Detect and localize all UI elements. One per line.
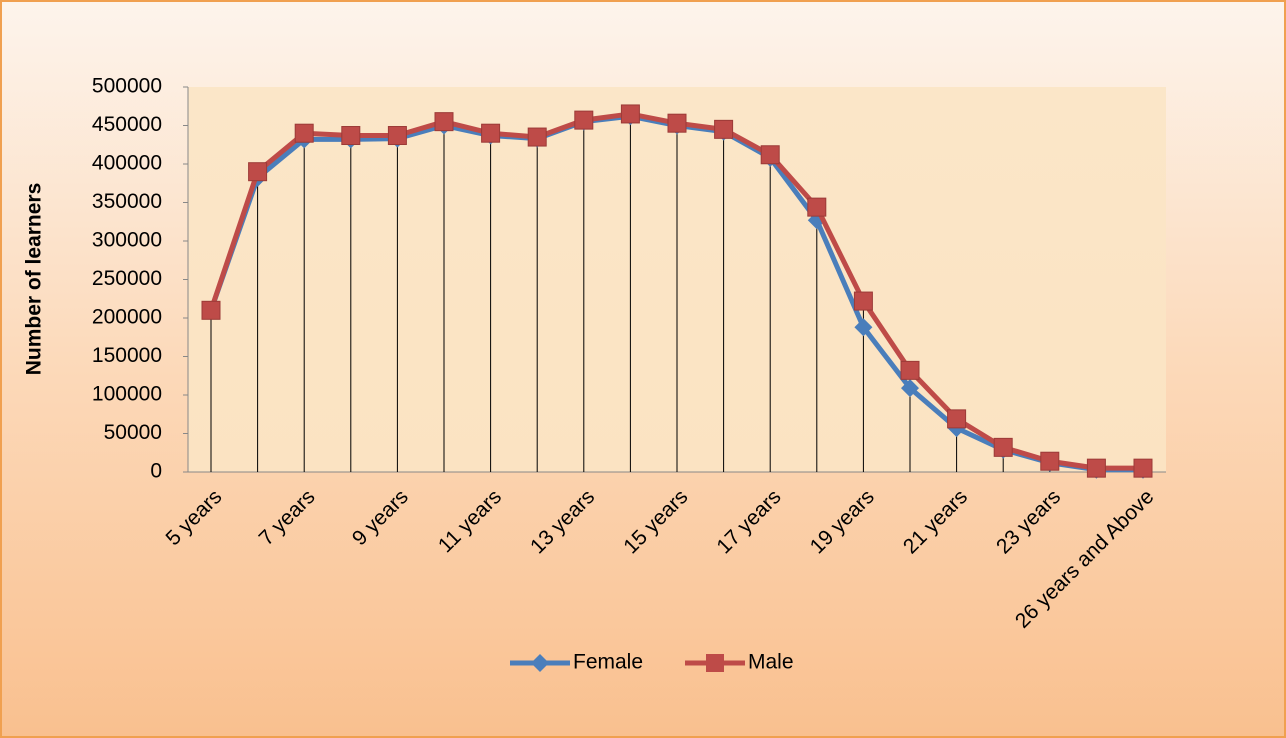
marker — [1133, 458, 1153, 478]
y-tick-label: 50000 — [104, 421, 162, 444]
y-tick-label: 300000 — [92, 229, 162, 252]
marker — [854, 318, 873, 337]
legend-label: Female — [573, 651, 643, 674]
marker — [993, 437, 1013, 457]
legend-label: Male — [748, 651, 794, 674]
y-tick-label: 0 — [150, 460, 162, 483]
legend-marker — [531, 654, 549, 672]
y-tick-label: 400000 — [92, 152, 162, 175]
marker — [481, 123, 501, 143]
y-tick-label: 350000 — [92, 190, 162, 213]
marker — [1040, 451, 1060, 471]
legend-marker — [706, 654, 724, 672]
marker — [901, 379, 919, 398]
marker — [900, 360, 920, 380]
marker — [248, 162, 268, 182]
marker — [807, 197, 827, 217]
y-axis-label: Number of learners — [23, 183, 46, 376]
marker — [527, 127, 547, 147]
marker — [620, 104, 640, 124]
y-tick-label: 100000 — [92, 383, 162, 406]
y-tick-label: 450000 — [92, 113, 162, 136]
marker — [201, 300, 221, 320]
marker — [341, 126, 361, 146]
marker — [387, 126, 407, 146]
marker — [714, 119, 734, 139]
y-tick-label: 150000 — [92, 344, 162, 367]
marker — [434, 112, 454, 132]
marker — [1086, 458, 1106, 478]
marker — [294, 123, 314, 143]
marker — [760, 145, 780, 165]
y-tick-label: 250000 — [92, 267, 162, 290]
marker — [853, 291, 873, 311]
marker — [667, 113, 687, 133]
y-tick-label: 500000 — [92, 75, 162, 98]
y-tick-label: 200000 — [92, 306, 162, 329]
marker — [947, 409, 967, 429]
marker — [574, 110, 594, 130]
